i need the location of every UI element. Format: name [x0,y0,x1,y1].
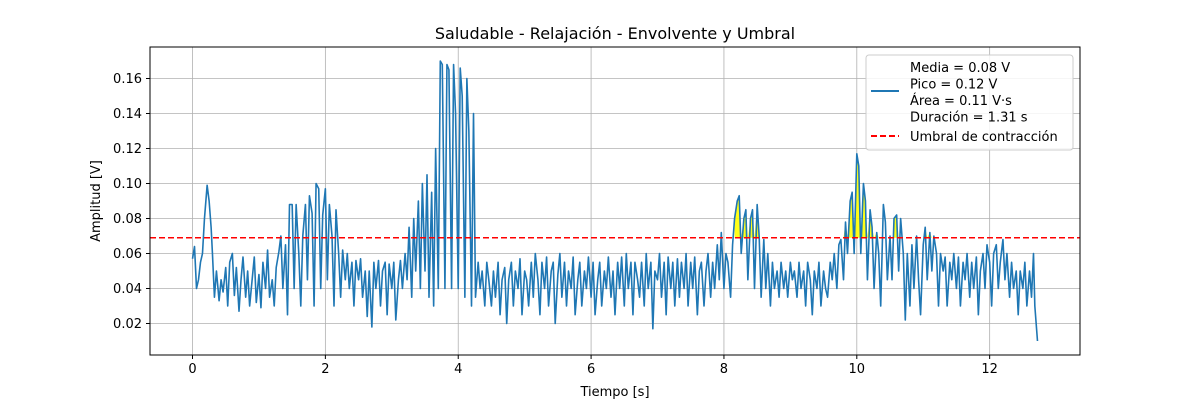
y-tick-label: 0.08 [113,212,142,227]
legend-series-text: Área = 0.11 V·s [910,93,1012,109]
threshold-fill-regions [734,153,932,238]
threshold-fill-region [840,153,879,238]
envelope-line [191,60,1039,342]
legend-box [865,54,1074,151]
y-tick-label: 0.16 [113,72,142,87]
x-tick-label: 4 [454,362,462,377]
legend-series-text: Pico = 0.12 V [910,78,998,93]
series-group [191,60,1039,342]
y-tick-label: 0.10 [113,177,142,192]
ticks: 0 2 4 6 8 10 12 0.02 0.04 0.06 0.08 0.10 0.12 0.14 0.1… [113,72,998,377]
y-tick-label: 0.14 [113,107,142,122]
legend-series-text: Duración = 1.31 s [910,111,1028,126]
x-axis-label: Tiempo [s] [579,385,649,400]
plot-frame [149,46,1081,356]
x-tick-label: 12 [981,362,998,377]
y-tick-label: 0.02 [113,317,142,332]
legend-series-text: Media = 0.08 V [910,61,1010,76]
chart-title: Saludable - Relajación - Envolvente y Um… [435,24,795,43]
x-tick-label: 8 [720,362,728,377]
y-axis-label: Amplitud [V] [89,160,104,242]
x-tick-label: 6 [587,362,595,377]
legend-threshold-text: Umbral de contracción [910,130,1058,145]
x-tick-label: 0 [188,362,196,377]
x-tick-label: 10 [849,362,866,377]
x-tick-label: 2 [321,362,329,377]
y-tick-label: 0.06 [113,247,142,262]
y-tick-label: 0.12 [113,142,142,157]
y-tick-label: 0.04 [113,282,142,297]
